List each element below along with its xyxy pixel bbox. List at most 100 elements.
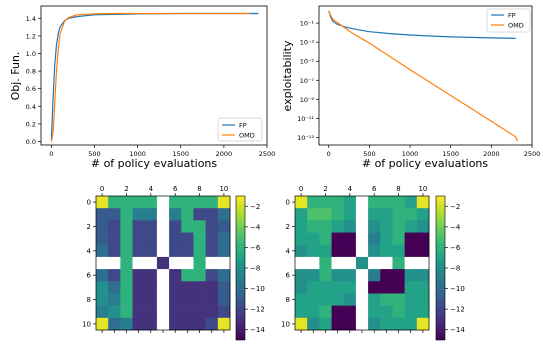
- heatmap-cell: [331, 317, 345, 331]
- y-tick-label: 0: [286, 199, 290, 207]
- heatmap-cell: [355, 256, 369, 270]
- exploitability-legend: FP OMD: [486, 8, 531, 33]
- wall-cell: [343, 256, 357, 270]
- heatmap-cell: [416, 269, 430, 282]
- x-tick-label: 2000: [483, 150, 500, 158]
- x-tick-label: 1500: [172, 150, 189, 158]
- heatmap-cell: [307, 281, 320, 294]
- heatmap-cell: [205, 244, 219, 258]
- heatmap-cell: [307, 269, 320, 282]
- heatmap-cell: [295, 281, 308, 294]
- wall-cell: [156, 196, 170, 209]
- wall-cell: [404, 256, 418, 270]
- heatmap-cell: [120, 317, 133, 331]
- heatmap-cell: [144, 269, 158, 282]
- heatmap-cell: [380, 305, 393, 319]
- wall-cell: [156, 244, 170, 258]
- objective-xlabel: # of policy evaluations: [91, 157, 218, 170]
- y-tick-label: 10⁻¹: [300, 20, 315, 28]
- wall-cell: [96, 256, 109, 270]
- heatmap-cell: [392, 269, 405, 282]
- heatmap-cell: [295, 269, 308, 282]
- y-tick-label: 8: [286, 296, 290, 304]
- exploitability-plot-frame: [318, 5, 533, 146]
- heatmap-cell: [307, 244, 320, 258]
- heatmap-cell: [144, 317, 158, 331]
- wall-cell: [156, 269, 170, 282]
- x-tick-label: 10: [418, 185, 427, 193]
- heatmap-cell: [169, 208, 182, 221]
- wall-cell: [156, 232, 170, 246]
- heatmap-cell: [169, 244, 182, 258]
- x-tick-label: 4: [149, 185, 154, 193]
- heatmap-cell: [120, 232, 133, 246]
- series-line-omd: [328, 10, 518, 142]
- wall-cell: [205, 256, 219, 270]
- heatmap-cell: [205, 196, 219, 209]
- heatmap-cell: [319, 244, 332, 258]
- y-tick-label: 1.4: [26, 15, 36, 23]
- heatmap-cell: [331, 244, 345, 258]
- heatmap-cell: [193, 232, 206, 246]
- colorbar-tick-label: −12: [250, 306, 265, 314]
- heatmap-cell: [404, 305, 418, 319]
- heatmap-cell: [392, 208, 405, 221]
- y-tick-label: 1.2: [26, 32, 36, 40]
- heatmap-cell: [331, 305, 345, 319]
- heatmap-cell: [169, 281, 182, 294]
- heatmap-cell: [217, 293, 231, 306]
- heatmap-cell: [156, 256, 170, 270]
- heatmap-cell: [392, 305, 405, 319]
- wall-cell: [355, 232, 369, 246]
- heatmap-cell: [108, 196, 121, 209]
- heatmap-cell: [169, 232, 182, 246]
- heatmap-cell: [132, 281, 146, 294]
- objective-legend-fp: FP: [239, 122, 247, 130]
- x-tick-label: 6: [372, 185, 377, 193]
- colorbar-tick-label: −4: [250, 223, 261, 231]
- heatmap-cell: [404, 232, 418, 246]
- heatmap-cell: [331, 220, 345, 233]
- heatmap-cell: [416, 244, 430, 258]
- heatmap-cell: [205, 208, 219, 221]
- heatmap-cell: [181, 305, 194, 319]
- objective-legend: FP OMD: [217, 117, 263, 142]
- colorbar-tick-label: −2: [450, 203, 460, 211]
- heatmap-cell: [307, 220, 320, 233]
- heatmap-cell: [193, 220, 206, 233]
- heatmap-cell: [120, 269, 133, 282]
- heatmap-cell: [217, 305, 231, 319]
- colorbar: [235, 195, 246, 341]
- heatmap-cell: [144, 232, 158, 246]
- heatmap-cell: [108, 244, 121, 258]
- heatmap-cell: [217, 269, 231, 282]
- heatmap-cell: [307, 196, 320, 209]
- heatmap-cell: [380, 317, 393, 331]
- heatmap-cell: [368, 244, 381, 258]
- heatmap-cell: [343, 232, 357, 246]
- heatmap-cell: [295, 208, 308, 221]
- heatmap-cell: [217, 232, 231, 246]
- wall-cell: [355, 293, 369, 306]
- heatmap-cell: [132, 232, 146, 246]
- heatmap-cell: [319, 269, 332, 282]
- y-tick-label: 10⁻⁷: [300, 77, 315, 85]
- heatmap-cell: [368, 208, 381, 221]
- heatmap-cell: [217, 281, 231, 294]
- heatmap-cell: [319, 256, 332, 270]
- heatmap-cell: [331, 293, 345, 306]
- y-tick-label: 10⁻⁵: [300, 58, 315, 66]
- heatmap-cell: [132, 305, 146, 319]
- heatmap-cell: [404, 208, 418, 221]
- heatmap-cell: [404, 317, 418, 331]
- x-tick-label: 8: [396, 185, 400, 193]
- heatmap-cell: [295, 305, 308, 319]
- heatmap-cell: [368, 196, 381, 209]
- objective-x-ticks: 0 500 1000 1500 2000 2500: [49, 145, 275, 158]
- heatmap-cell: [217, 317, 231, 331]
- x-tick-label: 10: [219, 185, 228, 193]
- heatmap-cell: [331, 232, 345, 246]
- heatmap-cell: [331, 208, 345, 221]
- exploitability-plot: 0 500 1000 1500 2000 2500 10⁻¹10⁻³10⁻⁵10⁻⁷10⁻…: [281, 5, 540, 170]
- x-tick-label: 8: [197, 185, 201, 193]
